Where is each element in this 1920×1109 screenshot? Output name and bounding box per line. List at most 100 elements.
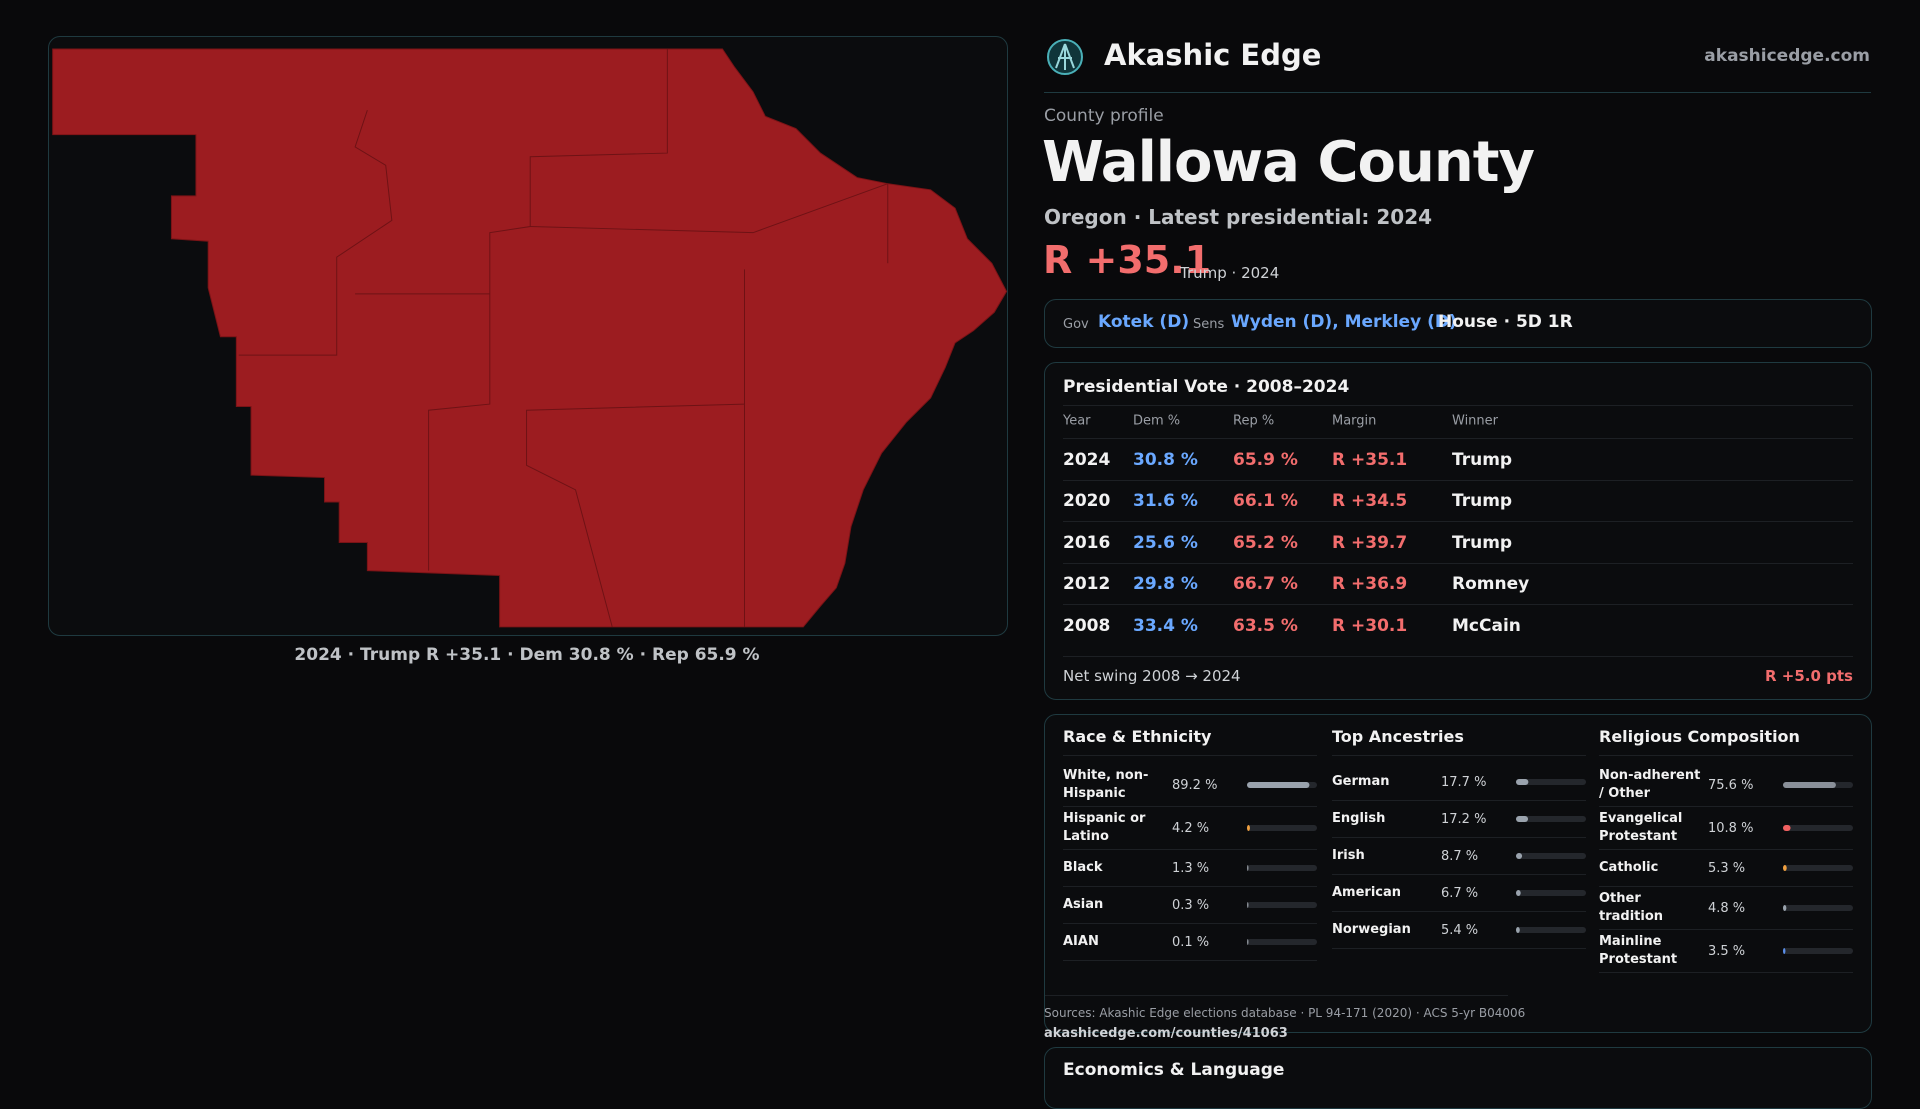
row-label: White, non-Hispanic [1063,768,1149,801]
senators[interactable]: Wyden (D), Merkley (D) [1231,312,1457,332]
mini-bar [1247,825,1317,831]
county-subtitle: Oregon · Latest presidential: 2024 [1044,205,1433,229]
table-cell: 65.9 % [1233,449,1298,470]
bar [1783,865,1787,871]
row-value: 0.3 % [1172,897,1210,913]
officials-bar: Gov Kotek (D) Sens Wyden (D), Merkley (D… [1044,299,1872,348]
site-url[interactable]: akashicedge.com [1704,46,1870,66]
table-cell: 2012 [1063,574,1111,595]
bar-track [1783,948,1853,954]
demographic-row: Black 1.3 % [1063,850,1317,887]
row-label: Non-adherent / Other [1599,768,1701,801]
row-label: English [1332,811,1386,826]
table-cell: R +35.1 [1332,449,1408,470]
demographic-row: White, non-Hispanic 89.2 % [1063,764,1317,807]
row-value: 4.2 % [1172,820,1210,836]
row-label: Evangelical Protestant [1599,811,1683,844]
bar [1783,948,1786,954]
column-header: Winner [1452,413,1499,429]
bar [1516,927,1520,933]
page: 2024 · Trump R +35.1 · Dem 30.8 % · Rep … [48,36,1872,1109]
county-shape [52,48,1007,628]
mini-bar [1247,939,1317,945]
row-label: Hispanic or Latino [1063,811,1146,844]
brand-name: Akashic Edge [1104,38,1322,72]
demographics-panel: Race & Ethnicity White, non-Hispanic 89.2 … [1044,714,1872,1033]
mini-bar [1783,948,1853,954]
demographic-row: Catholic 5.3 % [1599,850,1853,887]
table-row: 2024 30.8 % 65.9 % R +35.1 Trump [1063,438,1853,480]
mini-bar [1783,865,1853,871]
row-label: American [1332,885,1402,900]
sens-label: Sens [1193,317,1225,332]
bar [1783,782,1836,788]
bar-track [1247,865,1317,871]
table-cell: 66.7 % [1233,574,1298,595]
mini-bar [1516,816,1586,822]
row-value: 0.1 % [1172,934,1210,950]
mini-bar [1247,782,1317,788]
bar-track [1783,905,1853,911]
table-cell: 2024 [1063,449,1111,470]
column-title: Race & Ethnicity [1063,727,1317,756]
mini-bar [1516,927,1586,933]
table-row: 2020 31.6 % 66.1 % R +34.5 Trump [1063,479,1853,522]
column-title: Religious Composition [1599,727,1853,756]
demographic-row: Mainline Protestant 3.5 % [1599,930,1853,973]
precinct-lines [238,48,889,628]
header-rule [1044,92,1871,93]
mini-bar [1516,779,1586,785]
column-title: Top Ancestries [1332,727,1586,756]
column-header: Margin [1332,413,1377,429]
bar [1516,890,1521,896]
bar [1516,853,1523,859]
map-panel [48,36,1008,636]
table-cell: 66.1 % [1233,491,1298,512]
demographic-column: Religious Composition Non-adherent / Othe… [1599,727,1853,973]
table-row: 2012 29.8 % 66.7 % R +36.9 Romney [1063,562,1853,605]
bar-track [1247,902,1317,908]
demographic-column: Race & Ethnicity White, non-Hispanic 89.2 … [1063,727,1317,961]
latest-margin: R +35.1 [1043,238,1212,282]
table-cell: McCain [1452,615,1521,636]
swing-row: Net swing 2008 → 2024 R +5.0 pts [1063,656,1853,685]
row-value: 5.4 % [1441,922,1479,938]
table-header: Year Dem % Rep % Margin Winner [1063,405,1853,436]
demographic-row: Hispanic or Latino 4.2 % [1063,807,1317,850]
sources: Sources: Akashic Edge elections database… [1044,1006,1526,1020]
demographic-row: Asian 0.3 % [1063,887,1317,924]
table-cell: R +30.1 [1332,615,1408,636]
mini-bar [1783,905,1853,911]
table-cell: 2008 [1063,615,1111,636]
bar [1247,939,1249,945]
sources-rule [1045,995,1508,996]
bar [1783,825,1791,831]
demographic-column: Top Ancestries German 17.7 % English 17.2 % I… [1332,727,1586,949]
county-map [52,48,1007,628]
eyebrow: County profile [1044,106,1164,126]
bar [1783,905,1787,911]
table-cell: Romney [1452,574,1530,595]
table-cell: Trump [1452,491,1513,512]
economics-panel: Economics & Language [1044,1047,1872,1109]
row-value: 89.2 % [1172,777,1218,793]
row-value: 75.6 % [1708,777,1754,793]
table-cell: 31.6 % [1133,491,1198,512]
county-name: Wallowa County [1042,130,1535,195]
mini-bar [1247,865,1317,871]
bar [1247,782,1310,788]
demographic-row: Irish 8.7 % [1332,838,1586,875]
row-label: German [1332,774,1390,789]
row-value: 5.3 % [1708,860,1746,876]
row-label: Mainline Protestant [1599,934,1678,967]
bar-track [1516,927,1586,933]
row-label: Other tradition [1599,891,1664,924]
row-value: 17.7 % [1441,774,1487,790]
governor[interactable]: Kotek (D) [1098,312,1190,332]
bar-track [1783,865,1853,871]
demographic-row: German 17.7 % [1332,764,1586,801]
column-header: Dem % [1133,413,1181,429]
row-value: 3.5 % [1708,943,1746,959]
table-cell: R +36.9 [1332,574,1408,595]
source-url[interactable]: akashicedge.com/counties/41063 [1044,1026,1288,1041]
